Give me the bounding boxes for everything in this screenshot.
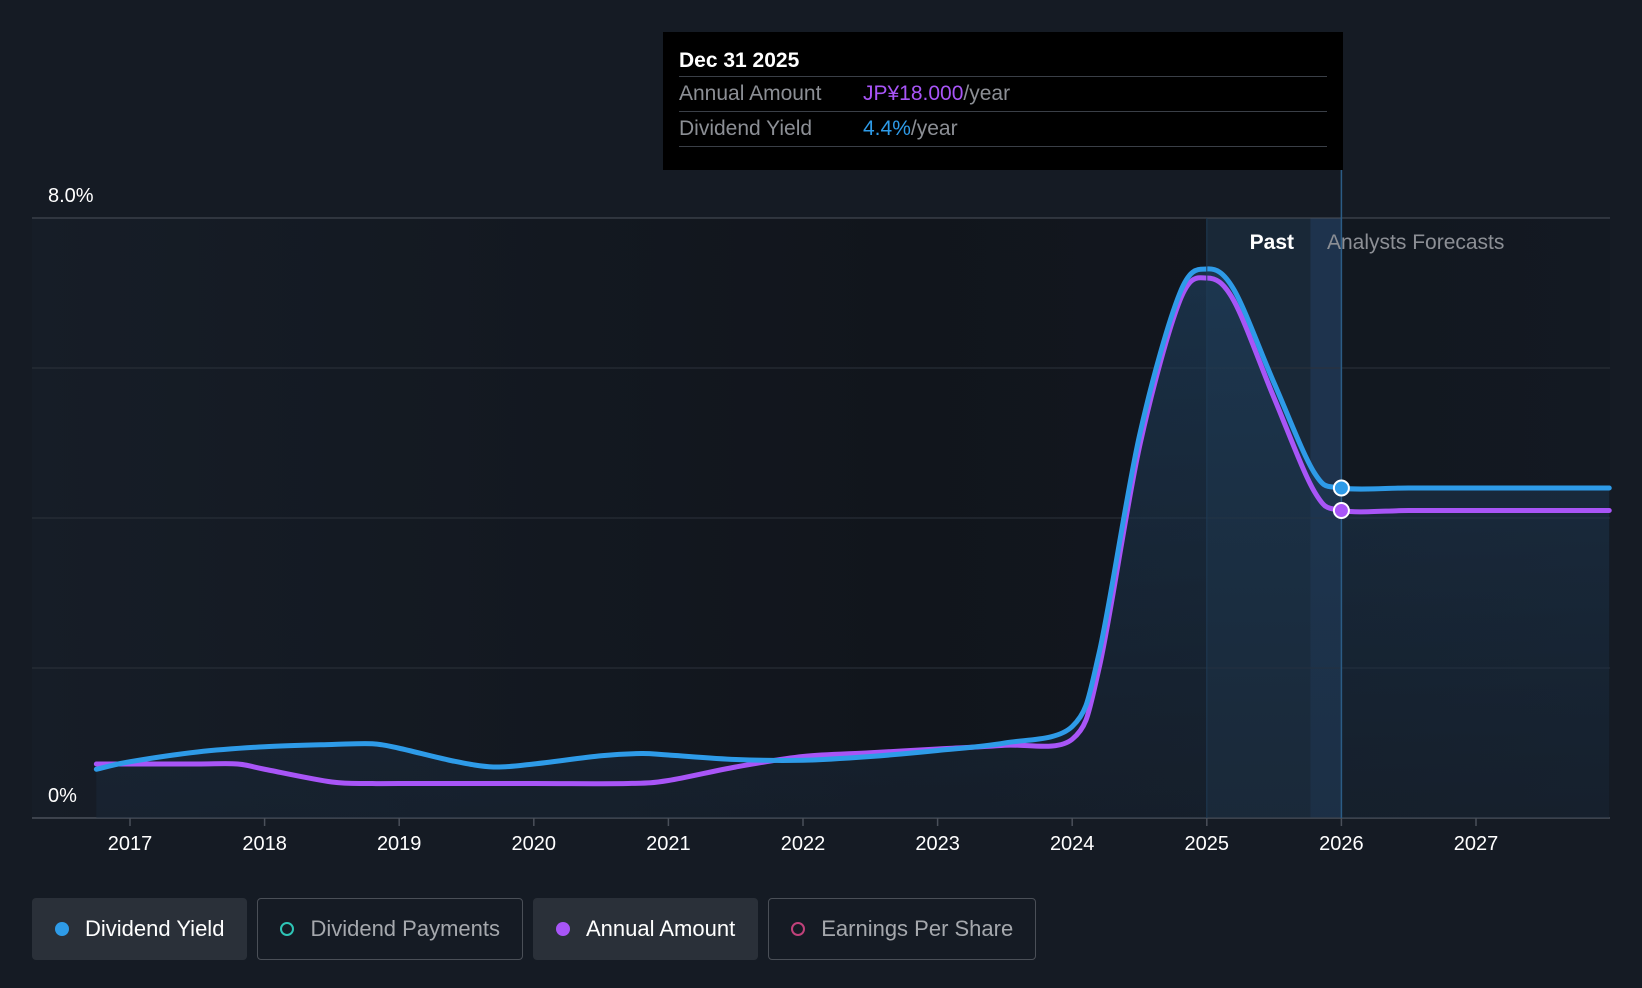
- tooltip-annual-row: Annual Amount JP¥18.000 /year: [679, 76, 1327, 111]
- x-tick-label: 2018: [242, 833, 287, 855]
- series-lines: [93, 266, 1612, 787]
- y-axis-labels: 0% 8.0%: [48, 185, 94, 807]
- legend-label: Dividend Payments: [310, 916, 500, 941]
- tooltip-annual-value: JP¥18.000: [863, 82, 964, 105]
- tooltip-annual-label: Annual Amount: [679, 82, 822, 105]
- earnings-per-share-ring-icon: [791, 922, 806, 936]
- dividend-yield-dot-icon: [55, 922, 69, 936]
- y-tick-label: 0%: [48, 785, 77, 807]
- tooltip-annual-unit: /year: [963, 82, 1011, 105]
- dividend-payments-ring-icon: [280, 922, 295, 936]
- x-tick-label: 2019: [377, 833, 422, 855]
- highlight-points: [1332, 479, 1350, 519]
- x-tick-label: 2024: [1050, 833, 1095, 855]
- annual-amount-dot-icon: [555, 922, 570, 936]
- yield-area-fill: [96, 268, 1610, 818]
- legend-dividend-payments[interactable]: Dividend Payments: [257, 898, 523, 960]
- legend-label: Earnings Per Share: [821, 916, 1014, 941]
- legend-annual-amount[interactable]: Annual Amount: [532, 898, 759, 960]
- tooltip-yield-unit: /year: [910, 117, 958, 140]
- past-label: Past: [1250, 231, 1294, 254]
- x-tick-label: 2026: [1319, 833, 1364, 855]
- x-tick-label: 2021: [646, 833, 691, 855]
- yield-area: [96, 268, 1610, 818]
- x-tick-label: 2017: [108, 833, 153, 855]
- forecast-label: Analysts Forecasts: [1327, 231, 1504, 254]
- legend-earnings-per-share[interactable]: Earnings Per Share: [768, 898, 1037, 960]
- legend-label: Dividend Yield: [85, 916, 225, 941]
- tooltip-yield-row: Dividend Yield 4.4% /year: [679, 111, 1327, 147]
- legend-dividend-yield[interactable]: Dividend Yield: [32, 898, 248, 960]
- dividend-yield-point: [1332, 479, 1350, 497]
- legend-label: Annual Amount: [585, 916, 736, 941]
- tooltip-yield-value: 4.4%: [863, 117, 911, 140]
- annual-amount-point: [1332, 502, 1350, 519]
- y-tick-label: 8.0%: [48, 185, 94, 207]
- x-tick-label: 2022: [781, 833, 826, 855]
- x-tick-label: 2025: [1185, 833, 1230, 855]
- x-tick-label: 2020: [512, 833, 557, 855]
- x-tick-label: 2023: [915, 833, 960, 855]
- legend: Dividend Yield Dividend Payments Annual …: [32, 898, 1037, 960]
- tooltip-date: Dec 31 2025: [679, 49, 800, 72]
- x-axis: 2017 2018 2019 2020 2021 2022 2023 2024 2025 2026…: [108, 818, 1499, 855]
- tooltip: Dec 31 2025 Annual Amount JP¥18.000 /yea…: [663, 32, 1343, 170]
- dividend-yield-line: [93, 266, 1612, 772]
- tooltip-yield-label: Dividend Yield: [679, 117, 813, 140]
- x-tick-label: 2027: [1454, 833, 1499, 855]
